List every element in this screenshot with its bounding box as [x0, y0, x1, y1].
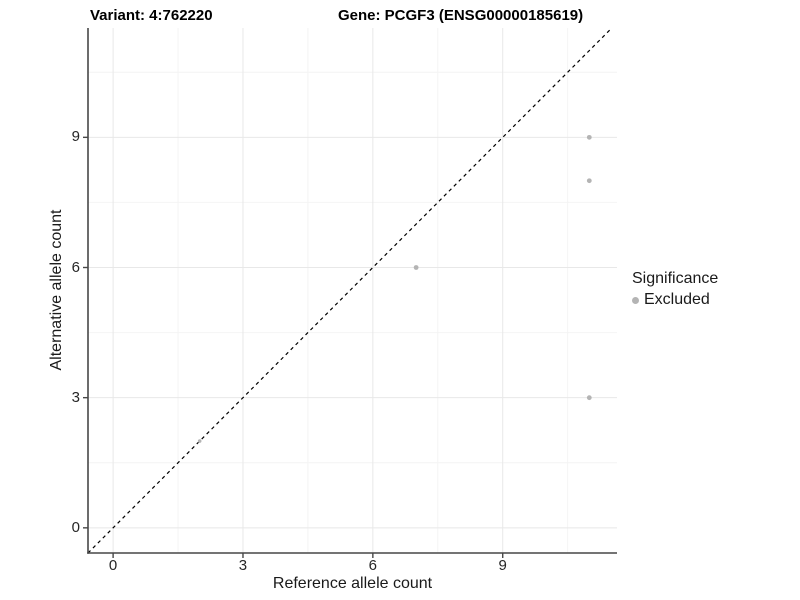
gene-title: Gene: PCGF3 (ENSG00000185619) [338, 7, 584, 24]
x-tick-label: 3 [238, 557, 248, 574]
data-point [413, 265, 419, 270]
x-tick-label: 9 [498, 557, 507, 574]
y-tick-label: 9 [71, 128, 80, 146]
y-tick-label: 6 [71, 258, 80, 276]
legend-title: Significance [632, 270, 719, 287]
legend-item-excluded: Excluded [632, 291, 718, 309]
legend: Significance Excluded [632, 270, 718, 309]
legend-item-label: Excluded [644, 291, 710, 308]
data-point [586, 134, 592, 140]
data-point [197, 439, 202, 443]
plot-panel [88, 28, 617, 553]
x-axis-title: Reference allele count [272, 575, 433, 592]
identity-line [87, 27, 613, 554]
data-point [586, 178, 592, 184]
y-axis-title: Alternative allele count [48, 209, 65, 371]
excluded-point-icon [632, 296, 639, 304]
x-tick-label: 0 [108, 557, 118, 574]
variant-title: Variant: 4:762220 [90, 7, 213, 24]
x-tick-label: 6 [368, 557, 378, 574]
data-point [586, 395, 592, 401]
y-tick-label: 3 [71, 388, 80, 406]
y-tick-label: 0 [71, 518, 80, 536]
